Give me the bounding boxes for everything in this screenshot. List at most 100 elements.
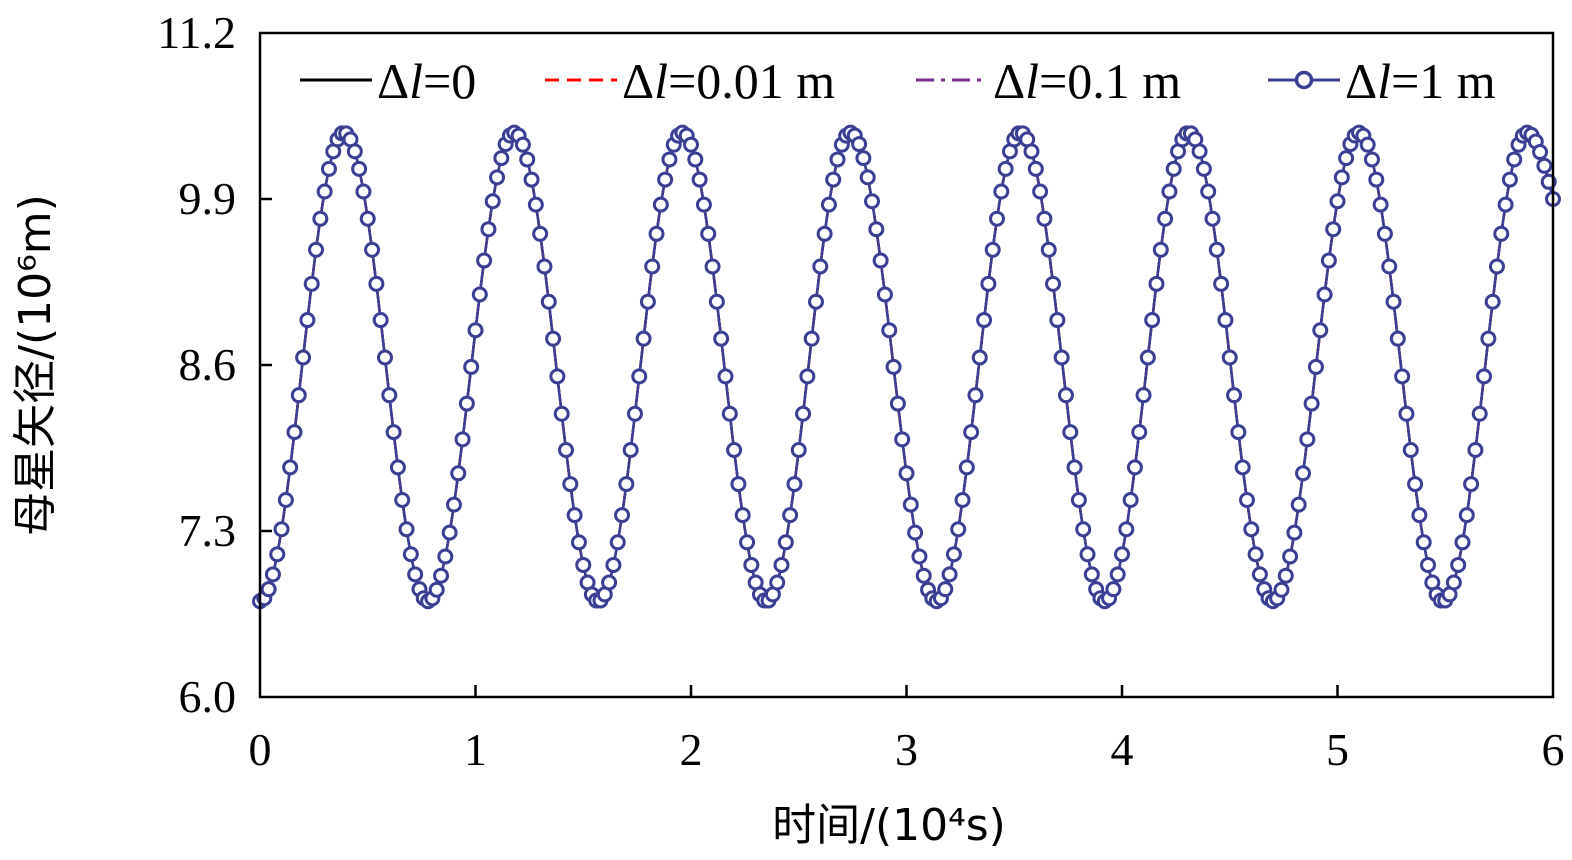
series-marker [695,196,712,213]
series-marker [1131,424,1148,441]
series-marker [570,534,587,551]
series-marker [795,405,812,422]
series-marker [372,312,389,329]
series-marker [872,252,889,269]
series-marker [820,196,837,213]
series-marker [1450,556,1467,573]
series-marker [713,330,730,347]
x-tick-label: 3 [895,724,918,775]
series-marker [308,241,325,258]
x-tick-label: 5 [1326,724,1349,775]
x-tick-label: 4 [1111,724,1134,775]
series-marker [812,258,829,275]
series-marker [295,349,312,366]
series-marker [730,476,747,493]
series-marker [376,349,393,366]
series-marker [1057,387,1074,404]
series-marker [993,183,1010,200]
series-marker [1394,368,1411,385]
series-marker [1363,151,1380,168]
series-marker [1049,312,1066,329]
series-marker [618,476,635,493]
series-marker [1295,465,1312,482]
series-marker [859,169,876,186]
series-marker [790,442,807,458]
series-marker [1247,546,1264,563]
series-marker [519,151,536,168]
series-marker [1329,193,1346,210]
series-marker [385,424,402,441]
series-marker [652,196,669,213]
series-marker [799,368,816,385]
series-marker [829,151,846,168]
series-marker [1204,210,1221,227]
series-marker [997,160,1014,177]
series-marker [1062,424,1079,441]
series-marker [1325,221,1342,238]
x-tick-label: 6 [1542,724,1565,775]
series-marker [1238,492,1255,509]
series-marker [1290,496,1307,513]
series-marker [1221,349,1238,366]
series-marker [739,534,756,551]
series-marker [1122,492,1139,509]
series-marker [743,556,760,573]
series-marker [1070,492,1087,509]
series-marker [1079,546,1096,563]
legend-label: Δl=0.01 m [622,53,835,109]
series-marker [1501,171,1518,188]
series-marker [661,151,678,168]
series-marker [303,275,320,292]
series-marker [958,459,975,476]
series-marker [1389,330,1406,347]
series-marker [769,574,786,591]
series-marker [368,275,385,292]
series-marker [428,581,445,598]
series-marker [1368,171,1385,188]
series-marker [566,507,583,524]
series-marker [1066,459,1083,476]
series-marker [269,546,286,563]
series-marker [1144,312,1161,329]
series-marker [1208,241,1225,258]
y-tick-label: 8.6 [179,339,237,390]
series-marker [437,548,454,565]
series-marker [941,566,958,583]
y-tick-label: 6.0 [179,671,237,722]
series-marker [777,534,794,551]
series-marker [1118,521,1135,538]
series-marker [648,225,665,242]
series-marker [1303,395,1320,412]
x-tick-label: 2 [680,724,703,775]
series-marker [273,521,290,538]
series-marker [1458,507,1475,524]
series-marker [1148,275,1165,292]
series-marker [825,171,842,188]
series-marker [471,286,488,303]
series-marker [1226,387,1243,404]
legend-marker [1294,70,1314,90]
series-marker [734,507,751,524]
series-marker [1040,241,1057,258]
series-marker [894,431,911,448]
series-marker [458,395,475,412]
series-marker [984,241,1001,258]
series-marker [476,252,493,269]
series-marker [1359,136,1376,153]
series-marker [532,225,549,242]
series-marker [915,567,932,584]
series-marker [562,476,579,493]
series-marker [864,193,881,210]
series-marker [1213,275,1230,292]
series-marker [1230,424,1247,441]
series-marker [277,492,294,509]
series-marker [687,151,704,168]
series-marker [467,322,484,339]
series-marker [976,312,993,329]
series-marker [1045,275,1062,292]
series-marker [816,225,833,242]
series-marker [1075,521,1092,538]
series-marker [1338,150,1355,167]
series-marker [1471,405,1488,422]
series-marker [1152,241,1169,258]
